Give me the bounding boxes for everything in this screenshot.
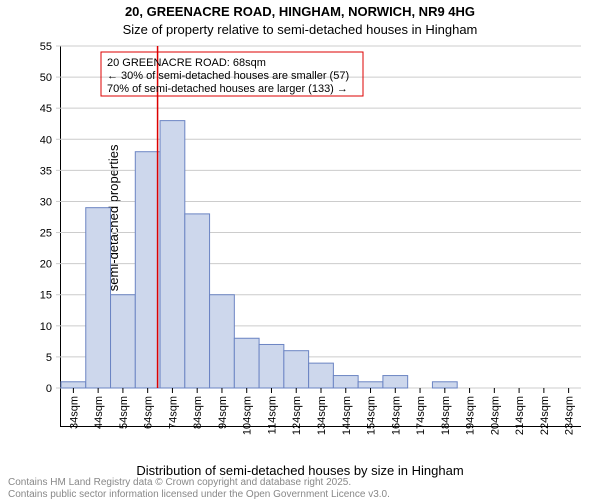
svg-text:164sqm: 164sqm: [390, 396, 402, 435]
bar: [210, 295, 235, 388]
svg-text:204sqm: 204sqm: [489, 396, 501, 435]
bar: [309, 363, 334, 388]
svg-text:224sqm: 224sqm: [539, 396, 551, 435]
svg-text:84sqm: 84sqm: [192, 396, 204, 429]
chart-title: 20, GREENACRE ROAD, HINGHAM, NORWICH, NR…: [0, 4, 600, 19]
plot-area: 051015202530354045505534sqm44sqm54sqm64s…: [60, 46, 581, 427]
svg-text:44sqm: 44sqm: [93, 396, 105, 429]
bar: [358, 382, 383, 388]
svg-text:174sqm: 174sqm: [415, 396, 427, 435]
svg-text:124sqm: 124sqm: [291, 396, 303, 435]
bar: [333, 376, 358, 388]
svg-text:50: 50: [40, 72, 52, 84]
svg-text:40: 40: [40, 134, 52, 146]
svg-text:74sqm: 74sqm: [167, 396, 179, 429]
svg-text:134sqm: 134sqm: [316, 396, 328, 435]
svg-text:114sqm: 114sqm: [266, 396, 278, 434]
bar: [284, 351, 309, 388]
annotation-line: ← 30% of semi-detached houses are smalle…: [107, 70, 349, 82]
bar: [135, 152, 160, 388]
bars: [61, 121, 457, 388]
bar: [111, 295, 136, 388]
bar: [259, 344, 284, 388]
svg-text:214sqm: 214sqm: [514, 396, 526, 435]
svg-text:144sqm: 144sqm: [341, 396, 353, 435]
svg-text:45: 45: [40, 103, 52, 115]
svg-text:30: 30: [40, 196, 52, 208]
svg-text:15: 15: [40, 290, 52, 302]
attribution-line2: Contains public sector information licen…: [8, 489, 390, 500]
svg-text:34sqm: 34sqm: [68, 396, 80, 429]
svg-text:94sqm: 94sqm: [217, 396, 229, 429]
svg-text:0: 0: [46, 383, 52, 395]
bar: [383, 376, 408, 388]
svg-text:184sqm: 184sqm: [440, 396, 452, 435]
svg-text:10: 10: [40, 321, 52, 333]
x-axis: 34sqm 44sqm 54sqm 64sqm 74sqm 84sqm 94sqm 104sq…: [68, 388, 575, 435]
svg-text:194sqm: 194sqm: [465, 396, 477, 435]
annotation-line: 20 GREENACRE ROAD: 68sqm: [107, 57, 266, 69]
attribution-text: Contains HM Land Registry data © Crown c…: [8, 477, 390, 500]
bar: [432, 382, 457, 388]
bar: [234, 338, 259, 388]
bar: [86, 208, 111, 388]
attribution-line1: Contains HM Land Registry data © Crown c…: [8, 477, 351, 488]
chart-subtitle: Size of property relative to semi-detach…: [0, 22, 600, 37]
svg-text:154sqm: 154sqm: [366, 396, 378, 435]
svg-text:54sqm: 54sqm: [118, 396, 130, 429]
svg-text:64sqm: 64sqm: [143, 396, 155, 429]
x-axis-label: Distribution of semi-detached houses by …: [0, 463, 600, 478]
svg-text:35: 35: [40, 165, 52, 177]
annotation-line: 70% of semi-detached houses are larger (…: [107, 83, 348, 95]
bar: [160, 121, 185, 388]
svg-text:234sqm: 234sqm: [564, 396, 576, 435]
svg-text:5: 5: [46, 352, 52, 364]
bar: [61, 382, 86, 388]
svg-text:25: 25: [40, 228, 52, 240]
bar: [185, 214, 210, 388]
svg-text:55: 55: [40, 41, 52, 53]
svg-text:104sqm: 104sqm: [242, 396, 254, 435]
svg-text:20: 20: [40, 259, 52, 271]
chart-svg: 051015202530354045505534sqm44sqm54sqm64s…: [61, 46, 581, 426]
